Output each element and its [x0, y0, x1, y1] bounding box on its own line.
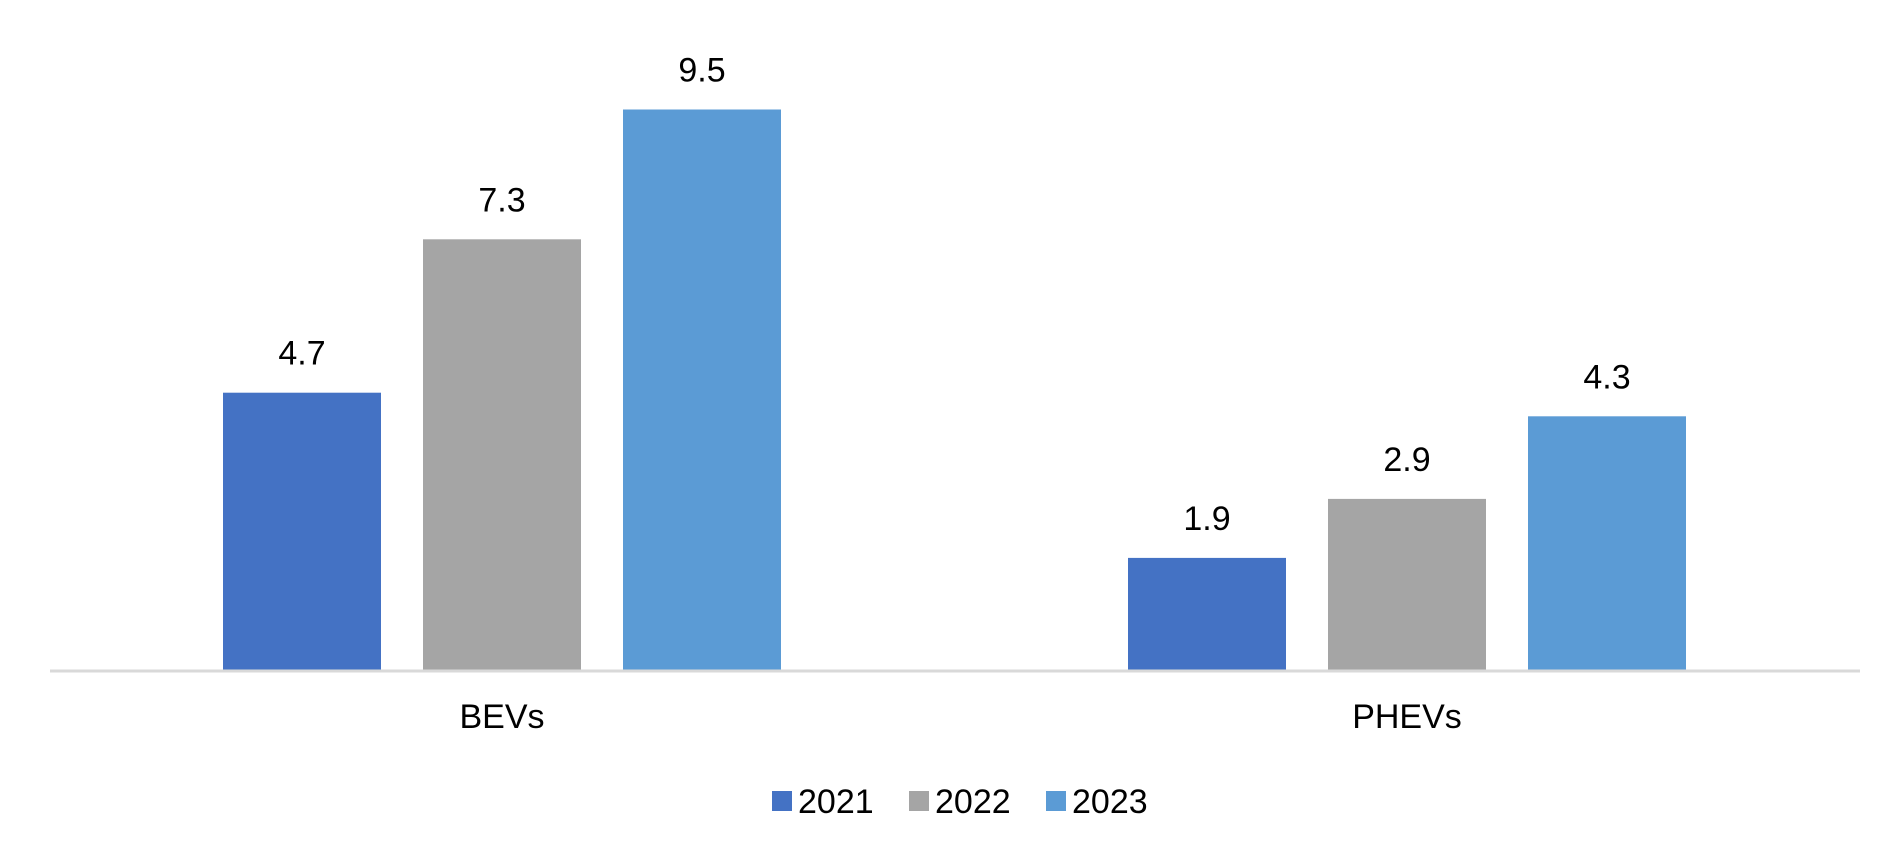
category-label-bevs: BEVs	[459, 698, 544, 736]
bar-bevs-2021	[223, 392, 381, 670]
bars-layer	[223, 109, 1686, 671]
data-label-bevs-2021: 4.7	[278, 335, 325, 373]
bar-phevs-2023	[1528, 416, 1686, 670]
category-label-phevs: PHEVs	[1352, 698, 1462, 736]
legend-item-2022: 2022	[909, 783, 1011, 821]
data-label-bevs-2022: 7.3	[478, 181, 525, 219]
legend-item-2021: 2021	[772, 783, 874, 821]
bar-bevs-2022	[423, 239, 581, 671]
legend-swatch-2021	[772, 791, 792, 811]
data-label-phevs-2021: 1.9	[1183, 500, 1230, 538]
data-label-bevs-2023: 9.5	[678, 52, 725, 90]
legend-item-2023: 2023	[1046, 783, 1148, 821]
bar-bevs-2023	[623, 109, 781, 670]
data-label-phevs-2022: 2.9	[1383, 441, 1430, 479]
data-labels-layer: 4.7 7.3 9.5 1.9 2.9 4.3	[278, 52, 1630, 538]
legend-swatch-2023	[1046, 791, 1066, 811]
bar-phevs-2021	[1128, 557, 1286, 670]
data-label-phevs-2023: 4.3	[1583, 358, 1630, 396]
legend-label-2021: 2021	[798, 783, 874, 821]
legend-label-2023: 2023	[1072, 783, 1148, 821]
category-labels-layer: BEVs PHEVs	[459, 698, 1461, 736]
legend: 2021 2022 2023	[772, 783, 1148, 821]
legend-label-2022: 2022	[935, 783, 1011, 821]
bar-phevs-2022	[1328, 498, 1486, 670]
legend-swatch-2022	[909, 791, 929, 811]
